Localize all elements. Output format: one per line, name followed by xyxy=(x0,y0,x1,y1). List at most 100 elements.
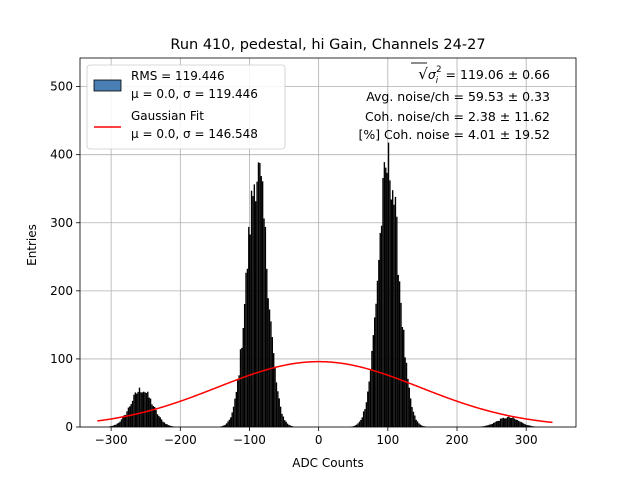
histogram-bar xyxy=(487,425,489,427)
histogram-bar xyxy=(274,368,276,427)
histogram-bar xyxy=(290,426,293,427)
histogram-bar xyxy=(394,196,397,427)
histogram-bar xyxy=(271,337,274,427)
histogram-bar xyxy=(371,350,373,427)
histogram-bar xyxy=(531,426,534,427)
x-axis-ticks: −300 −200 −100 0 100 200 300 xyxy=(95,427,538,447)
histogram-bar xyxy=(354,425,357,427)
histogram-bar xyxy=(501,418,503,427)
histogram-bar xyxy=(248,226,250,427)
histogram-bar xyxy=(288,424,290,427)
histogram-bar xyxy=(391,190,394,427)
histogram-bar xyxy=(147,391,149,427)
histogram-bar xyxy=(113,424,116,427)
annotation-coh-noise: Coh. noise/ch = 2.38 ± 11.62 xyxy=(365,109,550,124)
histogram-bar xyxy=(252,196,254,427)
histogram-bar xyxy=(491,423,493,427)
histogram-bar xyxy=(249,234,251,427)
histogram-bar xyxy=(375,303,377,427)
histogram-bar xyxy=(159,417,161,427)
histogram-bar xyxy=(223,425,225,427)
histogram-bar xyxy=(256,181,258,427)
histogram-bar xyxy=(393,204,395,427)
histogram-bar xyxy=(404,357,406,427)
y-tick-label: 0 xyxy=(65,420,73,434)
histogram-bar xyxy=(257,162,260,427)
histogram-bar xyxy=(260,176,262,427)
x-axis-label: ADC Counts xyxy=(292,456,364,470)
histogram-bar xyxy=(524,424,527,427)
x-tick-label: 300 xyxy=(515,433,538,447)
histogram-bar xyxy=(230,417,232,427)
histogram-bar xyxy=(152,406,155,427)
histogram-bar xyxy=(357,423,359,427)
histogram-bar xyxy=(253,184,256,427)
histogram-bar xyxy=(418,423,420,427)
histogram-bar xyxy=(289,425,291,427)
histogram-bar xyxy=(250,190,253,427)
histogram-bar xyxy=(400,302,402,427)
histogram-bar xyxy=(137,391,139,427)
histogram-bar xyxy=(169,425,171,427)
histogram-bar xyxy=(234,398,236,427)
histogram-bar xyxy=(245,272,247,427)
legend-box xyxy=(86,64,286,150)
annotation-sigma: √σi2 = 119.06 ± 0.66 xyxy=(418,65,550,86)
histogram-bar xyxy=(515,419,517,427)
y-tick-label: 500 xyxy=(50,80,73,94)
histogram-bar xyxy=(353,425,355,427)
x-tick-label: 200 xyxy=(446,433,469,447)
histogram-bar xyxy=(142,391,145,427)
histogram-bar xyxy=(261,181,264,427)
histogram-bar xyxy=(376,280,379,427)
legend-label-histogram: RMS = 119.446 xyxy=(131,69,225,83)
y-tick-label: 300 xyxy=(50,216,73,230)
histogram-bar xyxy=(411,407,413,427)
histogram-bar xyxy=(379,232,381,427)
histogram-bar xyxy=(131,400,134,427)
histogram-bar xyxy=(488,424,491,427)
histogram-bar xyxy=(112,425,114,427)
histogram-bar xyxy=(414,415,416,427)
histogram-bar xyxy=(111,425,113,427)
histogram-bar xyxy=(162,421,164,427)
annotation-avg-noise: Avg. noise/ch = 59.53 ± 0.33 xyxy=(366,89,550,104)
histogram-bar xyxy=(365,402,368,427)
histogram-bar xyxy=(492,422,495,427)
histogram-bar xyxy=(221,425,224,427)
histogram-bar xyxy=(504,418,506,427)
plot-frame xyxy=(79,57,577,428)
legend: RMS = 119.446 μ = 0.0, σ = 119.446 Gauss… xyxy=(86,64,286,150)
histogram-bar xyxy=(281,413,283,427)
histogram-bar xyxy=(419,424,422,427)
histogram-bar xyxy=(519,421,521,427)
histogram-bar xyxy=(264,226,267,427)
histogram-bar xyxy=(263,218,265,427)
histogram-bar xyxy=(520,422,523,427)
y-tick-label: 200 xyxy=(50,284,73,298)
histogram-bar xyxy=(123,415,125,427)
histogram-bar xyxy=(141,392,143,427)
histogram-bar xyxy=(127,407,130,427)
histogram-bar xyxy=(170,426,173,427)
histogram-bar xyxy=(401,327,404,427)
histogram-bar xyxy=(165,423,167,427)
histogram-bar xyxy=(367,391,369,427)
histogram-bar xyxy=(235,391,238,427)
histogram-bar xyxy=(239,349,242,427)
histogram-bar xyxy=(416,421,419,427)
histogram-bar xyxy=(259,162,261,427)
histogram-bar xyxy=(523,423,525,427)
histogram-bar xyxy=(372,335,375,427)
histogram-bar xyxy=(155,410,157,427)
x-tick-label: −200 xyxy=(164,433,197,447)
histogram-bar xyxy=(530,425,532,427)
histogram-bar xyxy=(163,422,166,427)
histogram-bar xyxy=(273,353,275,427)
histogram-bar xyxy=(133,394,135,427)
histogram-bar xyxy=(228,419,231,427)
histogram-bar xyxy=(116,423,119,427)
histogram-bar xyxy=(140,392,142,427)
histogram-bar xyxy=(408,387,410,427)
